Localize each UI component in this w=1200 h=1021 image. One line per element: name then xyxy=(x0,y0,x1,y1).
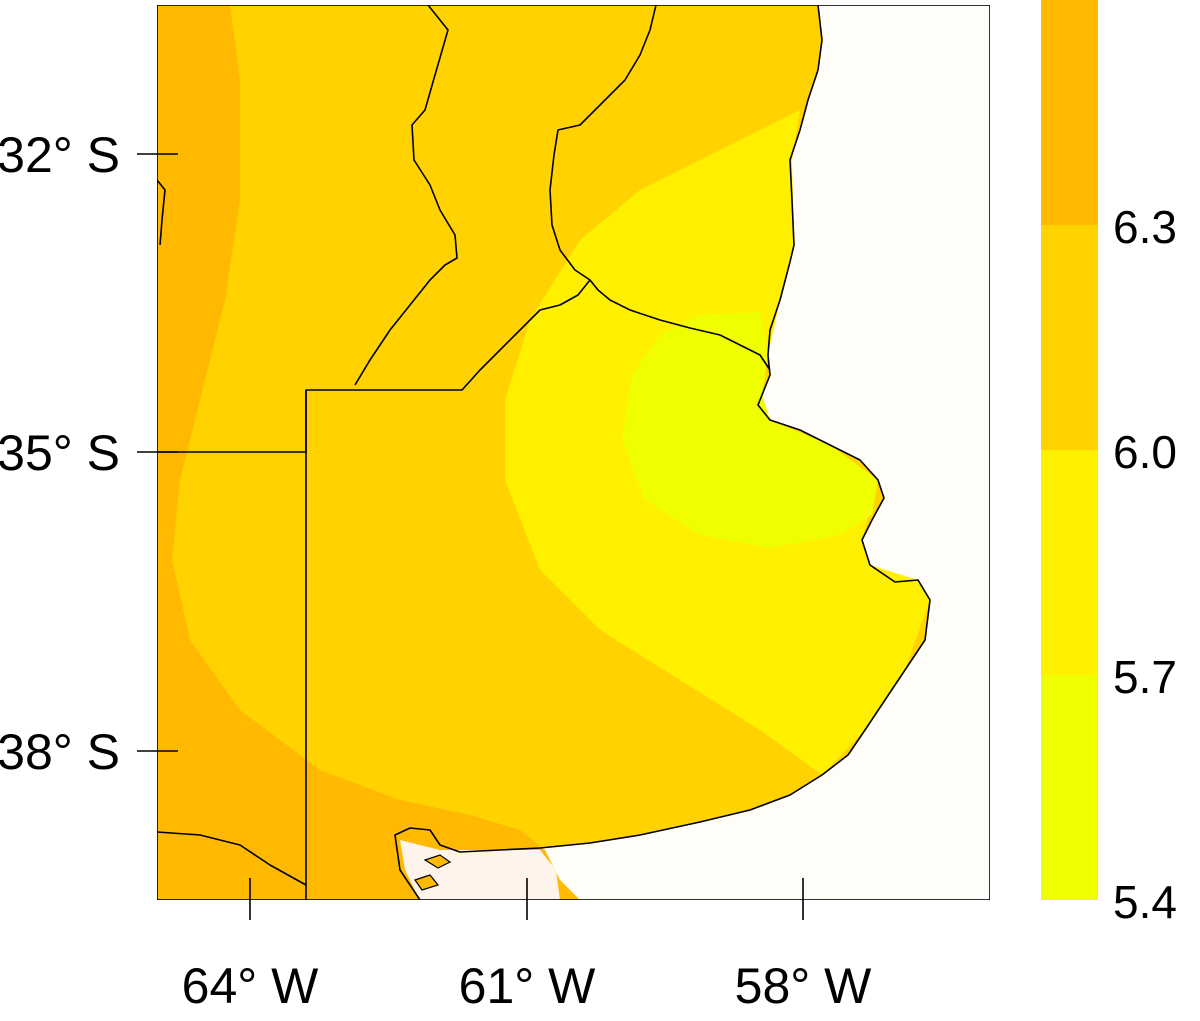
boundary-lapampa-rionegro xyxy=(157,831,307,886)
colorbar-label-6-0: 6.0 xyxy=(1113,426,1177,478)
colorbar-label-5-7: 5.7 xyxy=(1113,651,1177,703)
colorbar-band-3 xyxy=(1041,675,1098,900)
lat-tick-label-38: 38° S xyxy=(0,724,120,780)
boundary-cordoba-santafe xyxy=(354,5,458,386)
band-high-west xyxy=(157,5,580,900)
lat-axis: 32° S 35° S 38° S xyxy=(0,127,178,780)
boundary-santafe-entrerios xyxy=(549,5,771,371)
colorbar-label-5-4: 5.4 xyxy=(1113,876,1177,928)
coastline xyxy=(394,5,931,900)
band-min-center xyxy=(622,312,878,548)
lat-tick-label-32: 32° S xyxy=(0,127,120,183)
colorbar-bands xyxy=(1041,0,1098,900)
colorbar-band-0 xyxy=(1041,0,1098,225)
boundary-west-edge xyxy=(157,179,166,246)
colorbar: 6.3 6.0 5.7 5.4 xyxy=(1041,0,1177,928)
island-2 xyxy=(414,874,440,891)
island-1 xyxy=(423,854,452,869)
colorbar-band-2 xyxy=(1041,450,1098,675)
lon-tick-label-61: 61° W xyxy=(459,958,597,1014)
lon-tick-label-58: 58° W xyxy=(735,958,873,1014)
colorbar-label-6-3: 6.3 xyxy=(1113,201,1177,253)
lon-axis: 64° W 61° W 58° W xyxy=(182,878,873,1014)
lat-tick-label-35: 35° S xyxy=(0,425,120,481)
map-panel xyxy=(157,5,990,900)
colorbar-band-1 xyxy=(1041,225,1098,450)
lon-tick-label-64: 64° W xyxy=(182,958,320,1014)
